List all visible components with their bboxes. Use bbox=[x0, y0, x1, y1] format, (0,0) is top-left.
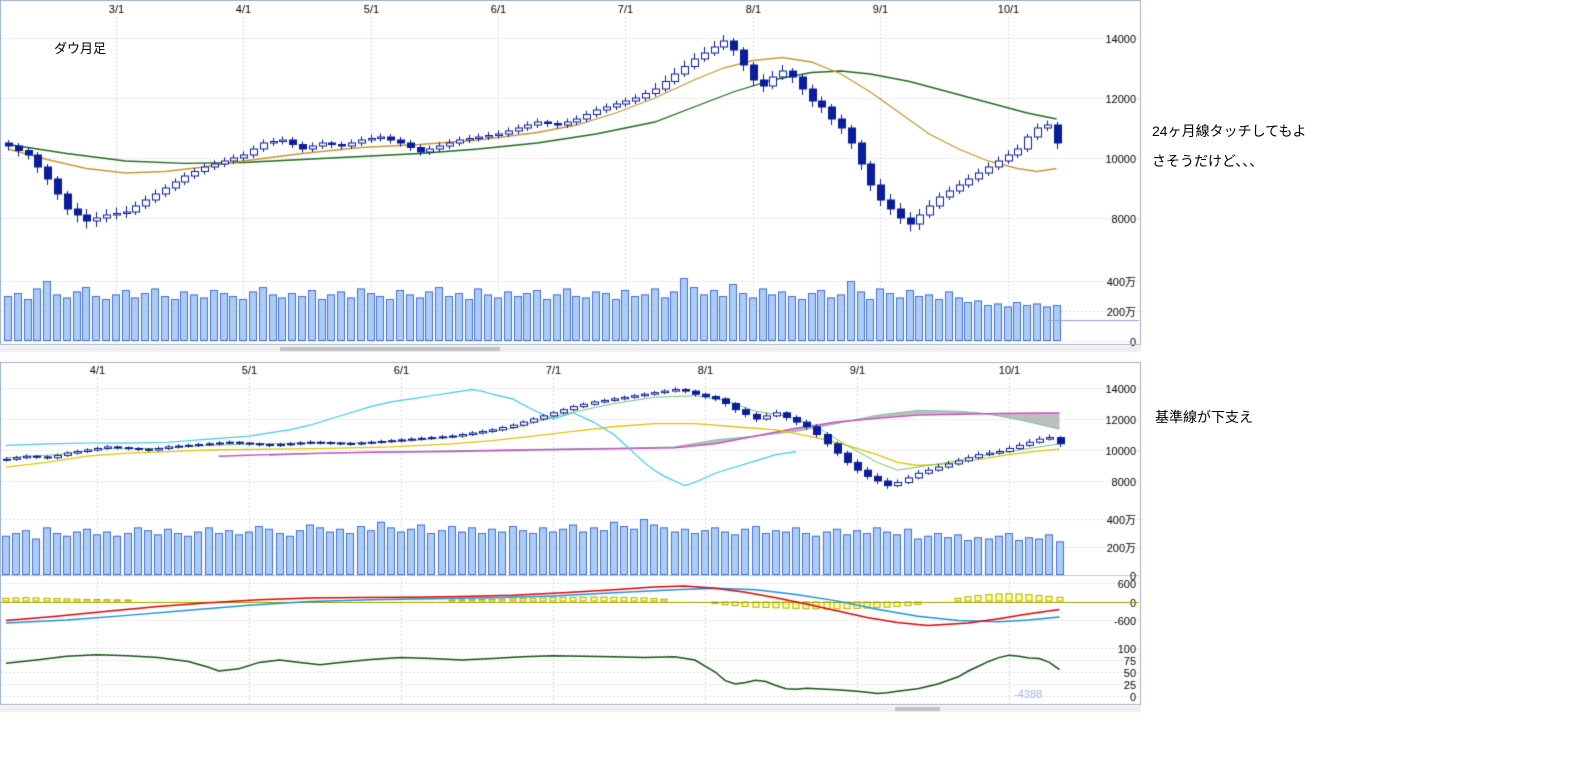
chart-title: ダウ月足 bbox=[54, 41, 107, 56]
annotation-top-line2: さそうだけど、、、 bbox=[1152, 153, 1264, 169]
annotation-top-line1: 24ヶ月線タッチしてもよ bbox=[1152, 123, 1307, 139]
annotation-bottom: 基準線が下支え bbox=[1155, 409, 1253, 425]
